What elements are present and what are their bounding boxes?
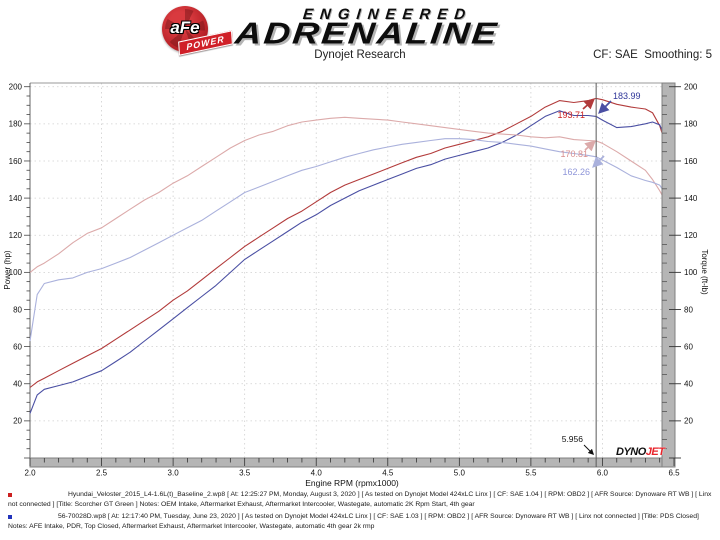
y2-tick-label: 200 [684, 83, 698, 92]
dynojet-logo: DYNOJET [616, 446, 665, 458]
y-tick-label: 120 [9, 231, 23, 240]
power-pds-closed-curve [29, 110, 675, 414]
cursor-pointer-icon [583, 444, 595, 456]
y2-tick-label: 20 [684, 417, 693, 426]
x-tick-label: 3.5 [239, 469, 251, 478]
run-bullet-red-icon [8, 492, 12, 497]
x-tick-label: 5.0 [454, 469, 466, 478]
cursor-value-label: 183.99 [613, 91, 641, 101]
annotation-arrow-icon [584, 140, 597, 152]
cursor-position-label: 5.956 [562, 434, 584, 444]
x-tick-label: 3.0 [168, 469, 180, 478]
y2-tick-label: 120 [684, 231, 698, 240]
y-tick-label: 20 [13, 417, 22, 426]
x-tick-label: 4.5 [382, 469, 394, 478]
run-entry-afe-intake: 56-70028D.wp8 [ At: 12:17:40 PM, Tuesday… [8, 512, 715, 531]
y-axis-title: Power (hp) [3, 250, 12, 289]
x-tick-label: 6.5 [668, 469, 680, 478]
y2-axis-title: Torque (ft-lb) [700, 249, 709, 295]
afe-logo-text: aFe [170, 18, 200, 37]
correction-smoothing-info: CF: SAE Smoothing: 5 [593, 49, 712, 61]
annotation-arrow-icon [598, 100, 612, 114]
x-tick-label: 4.0 [311, 469, 323, 478]
dynojet-logo-jet: JET [645, 446, 665, 458]
x-axis-bar [29, 457, 676, 468]
x-tick-label: 2.0 [24, 469, 36, 478]
report-title: Dynojet Research [314, 49, 406, 61]
y2-axis-bar [661, 82, 676, 468]
y-tick-label: 180 [9, 120, 23, 129]
x-tick-label: 2.5 [96, 469, 108, 478]
cursor-value-label: 193.71 [557, 110, 585, 120]
x-tick-label: 5.5 [525, 469, 537, 478]
power-scorcher-gt-green-curve [29, 97, 675, 388]
cursor-value-label: 170.81 [560, 149, 588, 159]
run-bullet-blue-icon [8, 514, 12, 519]
x-axis-title: Engine RPM (rpmx1000) [305, 478, 399, 488]
annotation-arrow-icon [582, 98, 596, 110]
run-entry-baseline: Hyundai_Veloster_2015_L4-1.6L(t)_Baselin… [8, 490, 715, 509]
y2-tick-label: 160 [684, 157, 698, 166]
annotation-arrow-icon [592, 155, 605, 168]
y2-tick-label: 40 [684, 380, 693, 389]
y2-tick-label: 140 [684, 194, 698, 203]
y-tick-label: 160 [9, 157, 23, 166]
cursor-value-label: 162.26 [562, 167, 590, 177]
y-tick-label: 40 [13, 380, 22, 389]
run-info-list: Hyundai_Veloster_2015_L4-1.6L(t)_Baselin… [8, 490, 715, 534]
y-tick-label: 200 [9, 83, 23, 92]
y-tick-label: 60 [13, 342, 22, 351]
dynojet-logo-dyno: DYNO [616, 446, 646, 458]
y-tick-label: 140 [9, 194, 23, 203]
y-tick-label: 100 [9, 268, 23, 277]
y2-tick-label: 180 [684, 120, 698, 129]
y-tick-label: 80 [13, 305, 22, 314]
y2-tick-label: 80 [684, 305, 693, 314]
x-tick-label: 6.0 [597, 469, 609, 478]
run-entry-text: 56-70028D.wp8 [ At: 12:17:40 PM, Tuesday… [8, 513, 699, 530]
y2-tick-label: 60 [684, 342, 693, 351]
y2-tick-label: 100 [684, 268, 698, 277]
afe-power-logo: aFe [162, 6, 208, 52]
run-entry-text: Hyundai_Veloster_2015_L4-1.6L(t)_Baselin… [8, 491, 712, 508]
